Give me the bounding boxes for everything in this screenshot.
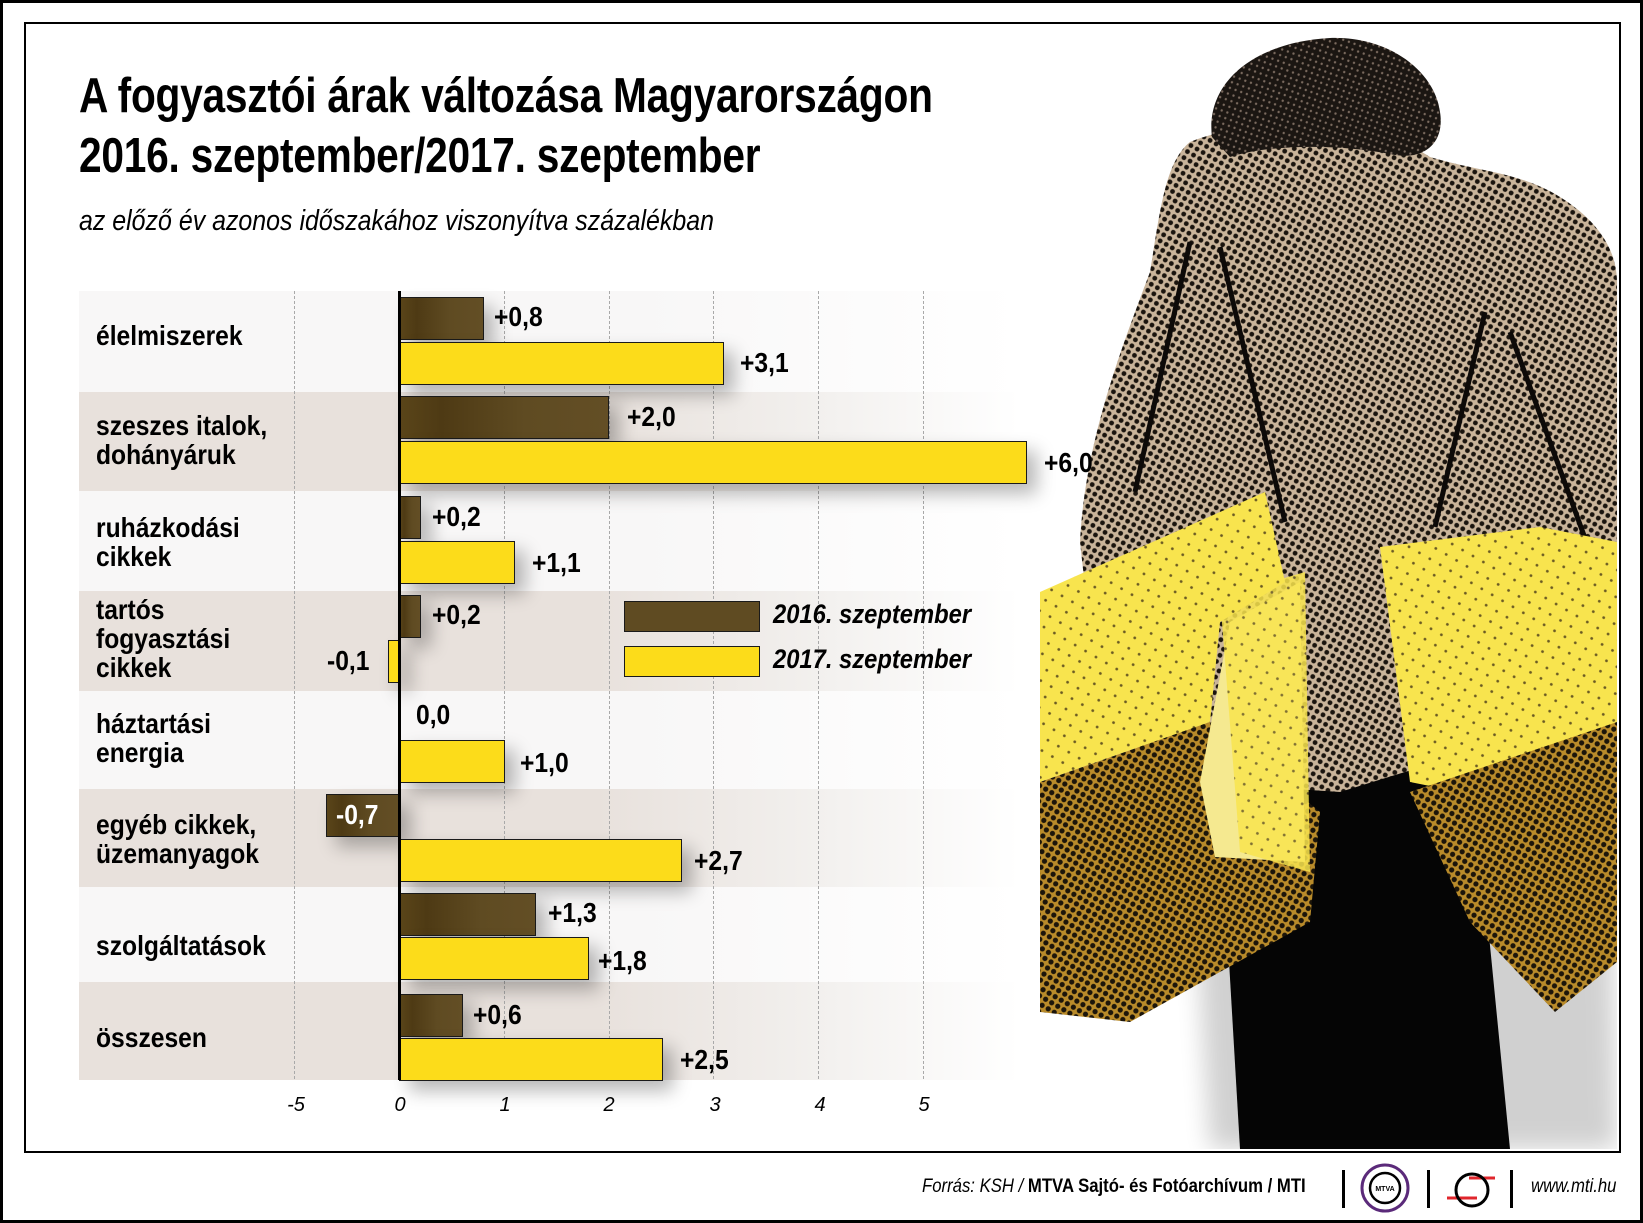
row-band-4 bbox=[79, 591, 1019, 691]
legend-swatch-2017 bbox=[624, 646, 760, 677]
value-label-2016: -0,7 bbox=[336, 799, 379, 830]
value-label-2017: +6,0 bbox=[1044, 447, 1093, 478]
gridline-1 bbox=[504, 291, 505, 1079]
value-label-2017: +1,1 bbox=[532, 547, 581, 578]
value-label-2016: +0,2 bbox=[432, 599, 481, 630]
x-tick-label: 4 bbox=[814, 1094, 826, 1116]
value-label-2016: +0,8 bbox=[494, 301, 543, 332]
value-label-2016: +0,6 bbox=[473, 999, 522, 1030]
gridline-2 bbox=[609, 291, 610, 1079]
footer-separator bbox=[1342, 1170, 1345, 1208]
bar-2017-szeszes bbox=[399, 441, 1027, 484]
x-tick-label: 3 bbox=[709, 1094, 721, 1116]
source-prefix: Forrás: KSH / bbox=[922, 1176, 1028, 1197]
gridline-3 bbox=[713, 291, 714, 1079]
bar-2017-ruhazkodasi bbox=[399, 541, 515, 584]
bar-2016-ruhazkodasi bbox=[399, 496, 421, 539]
source-credit: Forrás: KSH / MTVA Sajtó- és Fotóarchívu… bbox=[922, 1176, 1306, 1198]
category-label: élelmiszerek bbox=[96, 320, 243, 351]
value-label-2017: +2,5 bbox=[680, 1044, 729, 1075]
bar-2017-osszesen bbox=[399, 1038, 663, 1081]
category-label: háztartási energia bbox=[96, 708, 212, 768]
shopper-photo-illustration bbox=[1040, 37, 1617, 1149]
bar-2017-egyeb bbox=[399, 839, 682, 882]
x-tick-label: 0 bbox=[394, 1094, 406, 1116]
chart-title-line1: A fogyasztói árak változása Magyarország… bbox=[79, 69, 933, 123]
gridline-5 bbox=[923, 291, 924, 1079]
x-tick-label: 1 bbox=[499, 1094, 511, 1116]
category-label: szolgáltatások bbox=[96, 930, 266, 961]
bar-2016-osszesen bbox=[399, 994, 463, 1037]
value-label-2017: +2,7 bbox=[694, 845, 743, 876]
row-band-3 bbox=[79, 491, 1019, 591]
value-label-2017: +1,8 bbox=[598, 945, 647, 976]
bar-2016-elelmiszerek bbox=[399, 297, 484, 340]
bar-2017-haztartasi bbox=[399, 740, 505, 783]
bar-2017-elelmiszerek bbox=[399, 342, 724, 385]
svg-text:MTVA: MTVA bbox=[1375, 1186, 1394, 1193]
row-band-5 bbox=[79, 691, 1019, 789]
footer-separator bbox=[1427, 1170, 1430, 1208]
category-label: tartós fogyasztási cikkek bbox=[96, 594, 231, 683]
legend-label-2016: 2016. szeptember bbox=[773, 599, 972, 629]
value-label-2017: +3,1 bbox=[740, 347, 789, 378]
footer-separator bbox=[1510, 1170, 1513, 1208]
x-tick-label: -5 bbox=[287, 1094, 305, 1116]
category-label: szeszes italok, dohányáruk bbox=[96, 410, 268, 470]
gridline-minus1 bbox=[294, 291, 295, 1079]
legend-label-2017: 2017. szeptember bbox=[773, 644, 972, 674]
category-label: egyéb cikkek, üzemanyagok bbox=[96, 809, 259, 869]
source-agency: MTVA Sajtó- és Fotóarchívum / MTI bbox=[1027, 1176, 1306, 1197]
value-label-2017: -0,1 bbox=[327, 645, 370, 676]
bar-2016-szolgaltatasok bbox=[399, 893, 536, 936]
value-label-2016: +1,3 bbox=[548, 897, 597, 928]
value-label-2017: +1,0 bbox=[520, 747, 569, 778]
mtva-logo-icon: MTVA bbox=[1360, 1163, 1410, 1213]
x-tick-label: 2 bbox=[603, 1094, 615, 1116]
x-tick-label: 5 bbox=[918, 1094, 930, 1116]
bar-2016-egyeb bbox=[326, 794, 401, 837]
value-label-2016: +2,0 bbox=[627, 401, 676, 432]
bar-2016-szeszes bbox=[399, 396, 609, 439]
gridline-4 bbox=[818, 291, 819, 1079]
chart-title-line2: 2016. szeptember/2017. szeptember bbox=[79, 129, 761, 183]
bar-2016-tartos bbox=[399, 595, 421, 638]
legend-swatch-2016 bbox=[624, 601, 760, 632]
category-label: összesen bbox=[96, 1022, 207, 1053]
website-link[interactable]: www.mti.hu bbox=[1531, 1176, 1617, 1197]
mti-logo-icon bbox=[1447, 1172, 1495, 1208]
value-label-2016: 0,0 bbox=[416, 699, 451, 730]
value-label-2016: +0,2 bbox=[432, 501, 481, 532]
chart-subtitle: az előző év azonos időszakához viszonyít… bbox=[79, 205, 714, 237]
bar-2017-szolgaltatasok bbox=[399, 937, 589, 980]
zero-axis-line bbox=[398, 291, 401, 1080]
category-label: ruházkodási cikkek bbox=[96, 512, 240, 572]
